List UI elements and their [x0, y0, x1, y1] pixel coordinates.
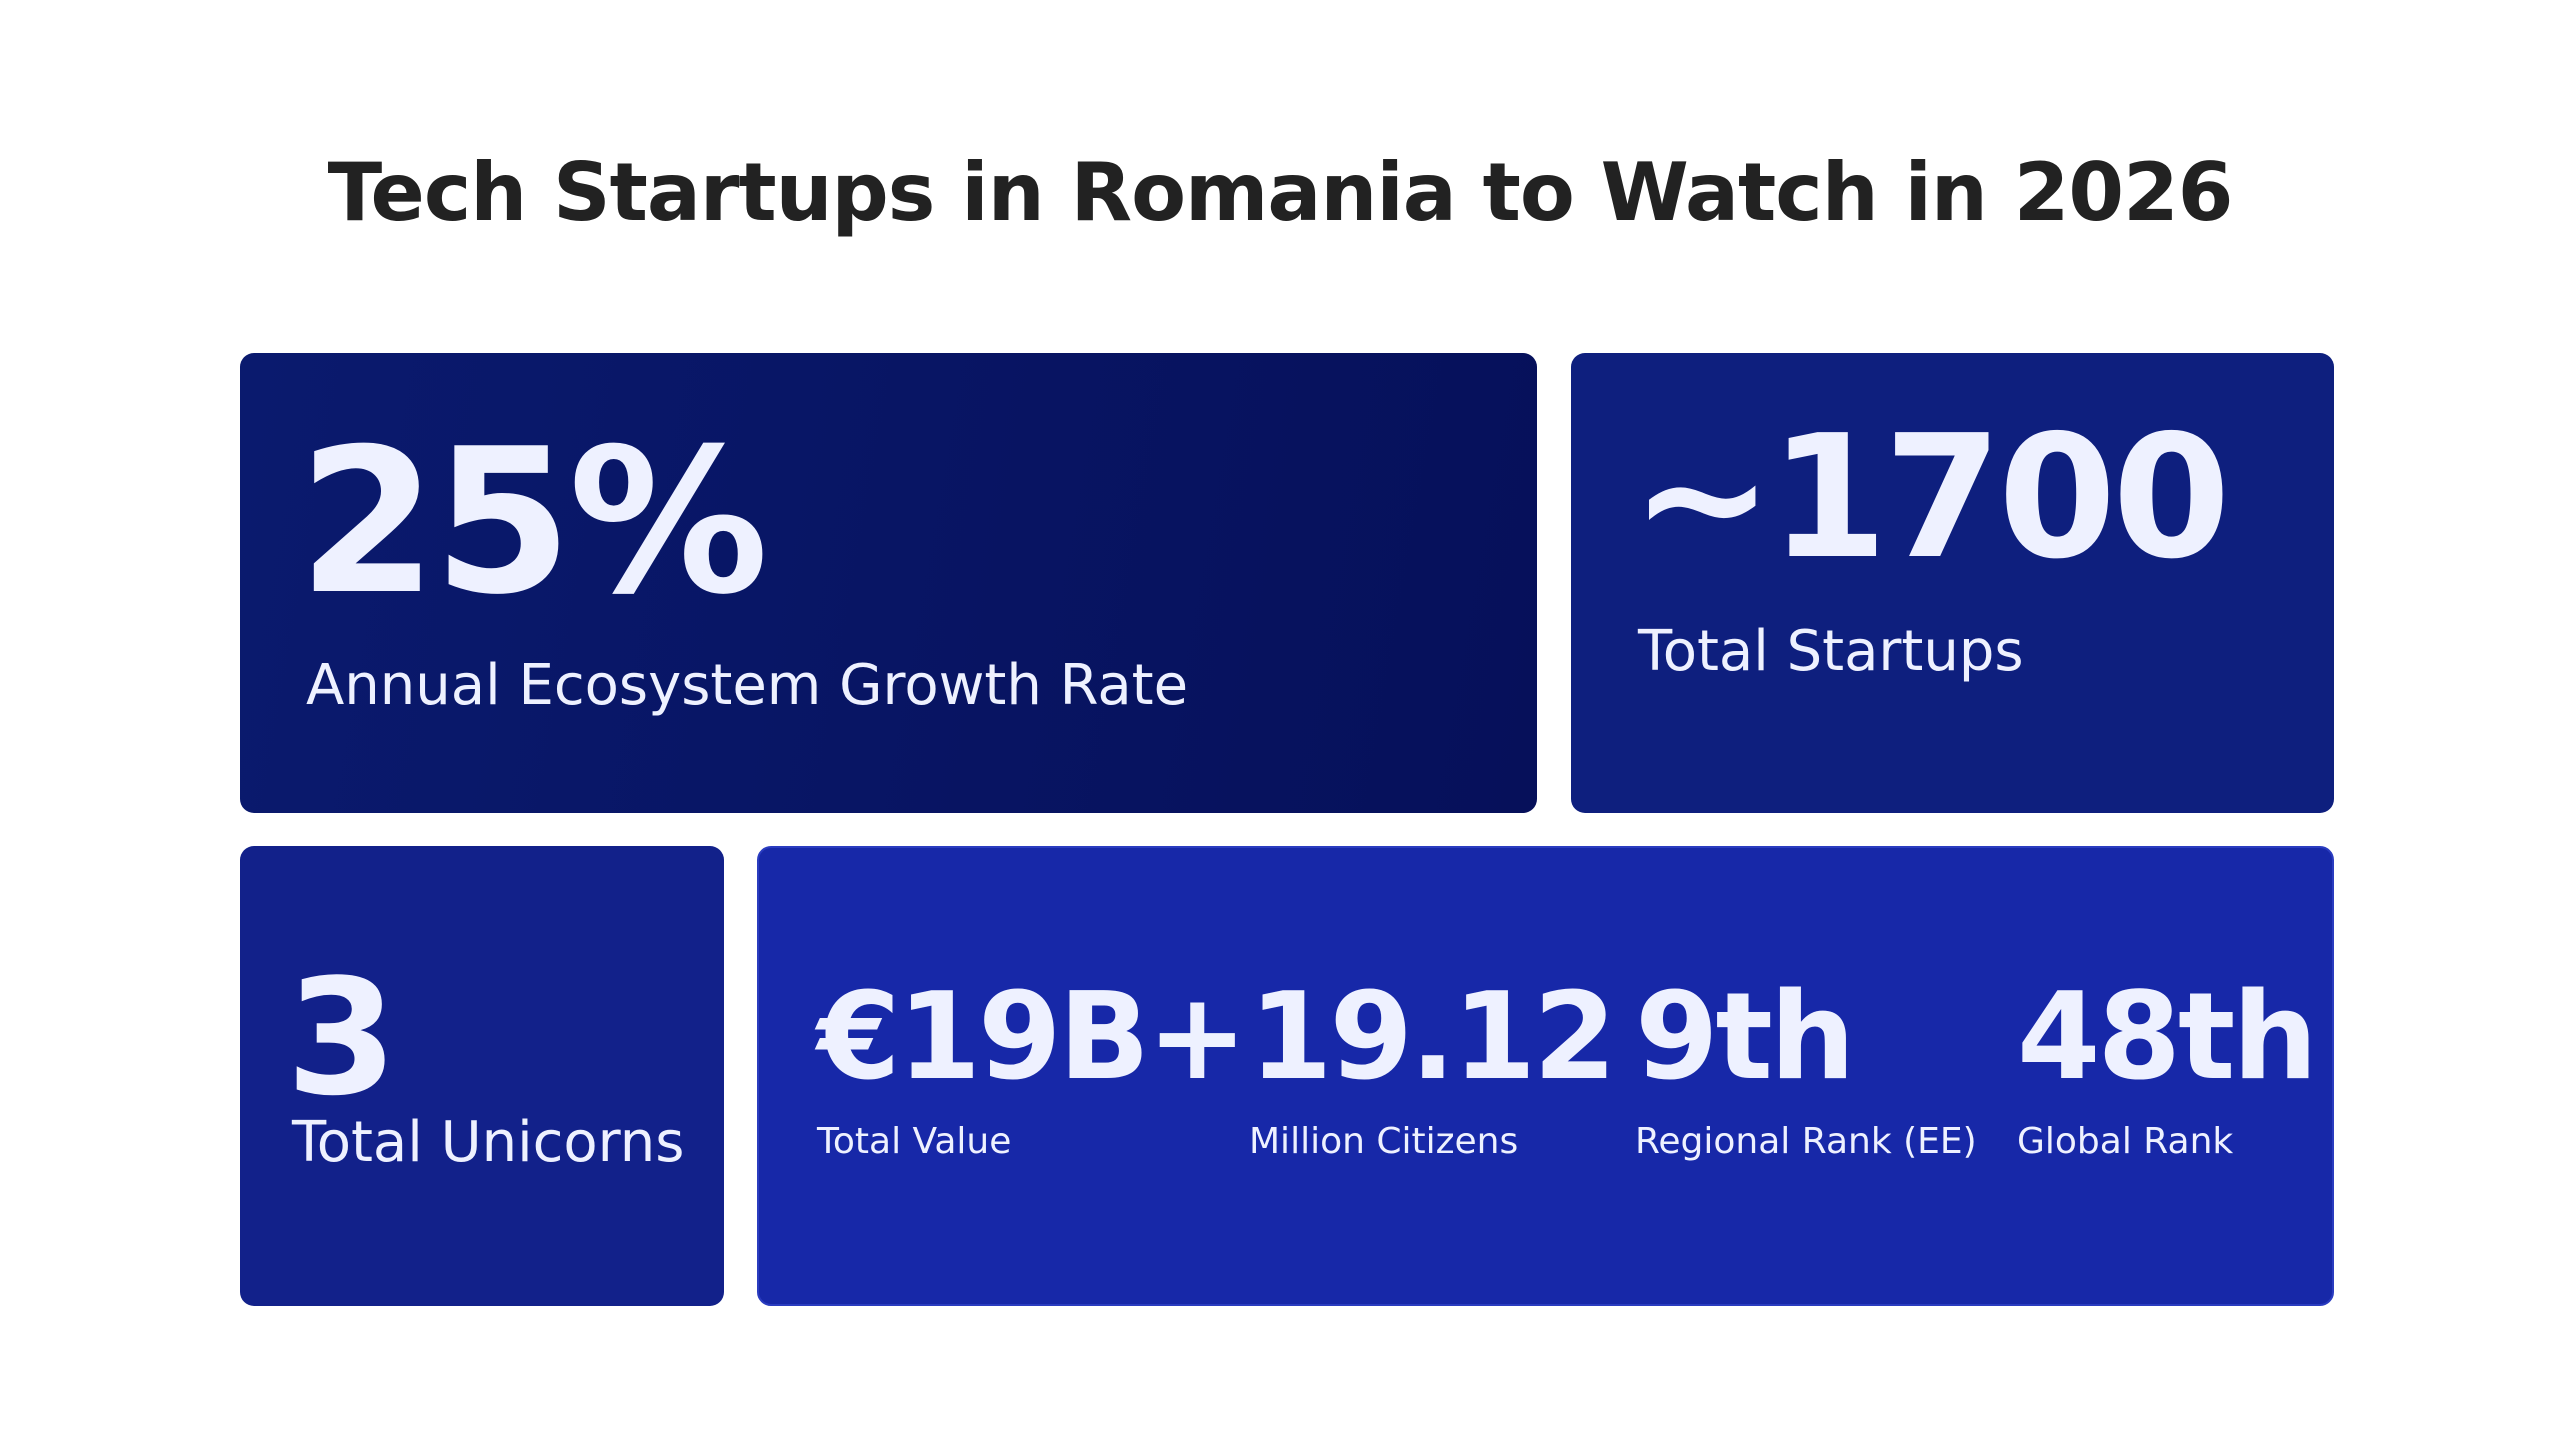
stat-value: 19.12 [1249, 968, 1617, 1107]
stat-million-citizens: 19.12 Million Citizens [1249, 968, 1617, 1164]
growth-rate-label: Annual Ecosystem Growth Rate [306, 653, 1189, 718]
stat-label: Regional Rank (EE) [1635, 1121, 1977, 1162]
total-unicorns-card: 3 Total Unicorns [240, 846, 724, 1306]
page-title: Tech Startups in Romania to Watch in 202… [327, 146, 2234, 239]
total-startups-card: ~1700 Total Startups [1571, 353, 2334, 813]
stat-total-value: €19B+ Total Value [817, 968, 1247, 1164]
total-startups-label: Total Startups [1638, 619, 2024, 684]
stat-value: 9th [1635, 968, 1855, 1107]
growth-rate-card: 25% Annual Ecosystem Growth Rate [240, 353, 1537, 813]
key-stats-card: €19B+ Total Value 19.12 Million Citizens… [757, 846, 2334, 1306]
total-unicorns-label: Total Unicorns [292, 1110, 685, 1175]
growth-rate-value: 25% [298, 406, 769, 639]
total-startups-value: ~1700 [1631, 399, 2231, 597]
stat-label: Total Value [817, 1121, 1012, 1162]
stat-global-rank: 48th Global Rank [2017, 968, 2318, 1164]
stat-regional-rank: 9th Regional Rank (EE) [1635, 968, 1977, 1164]
stat-label: Million Citizens [1249, 1121, 1519, 1162]
stat-value: 48th [2017, 968, 2318, 1107]
stat-value: €19B+ [817, 968, 1247, 1107]
total-unicorns-value: 3 [286, 944, 397, 1131]
stat-label: Global Rank [2017, 1121, 2234, 1162]
